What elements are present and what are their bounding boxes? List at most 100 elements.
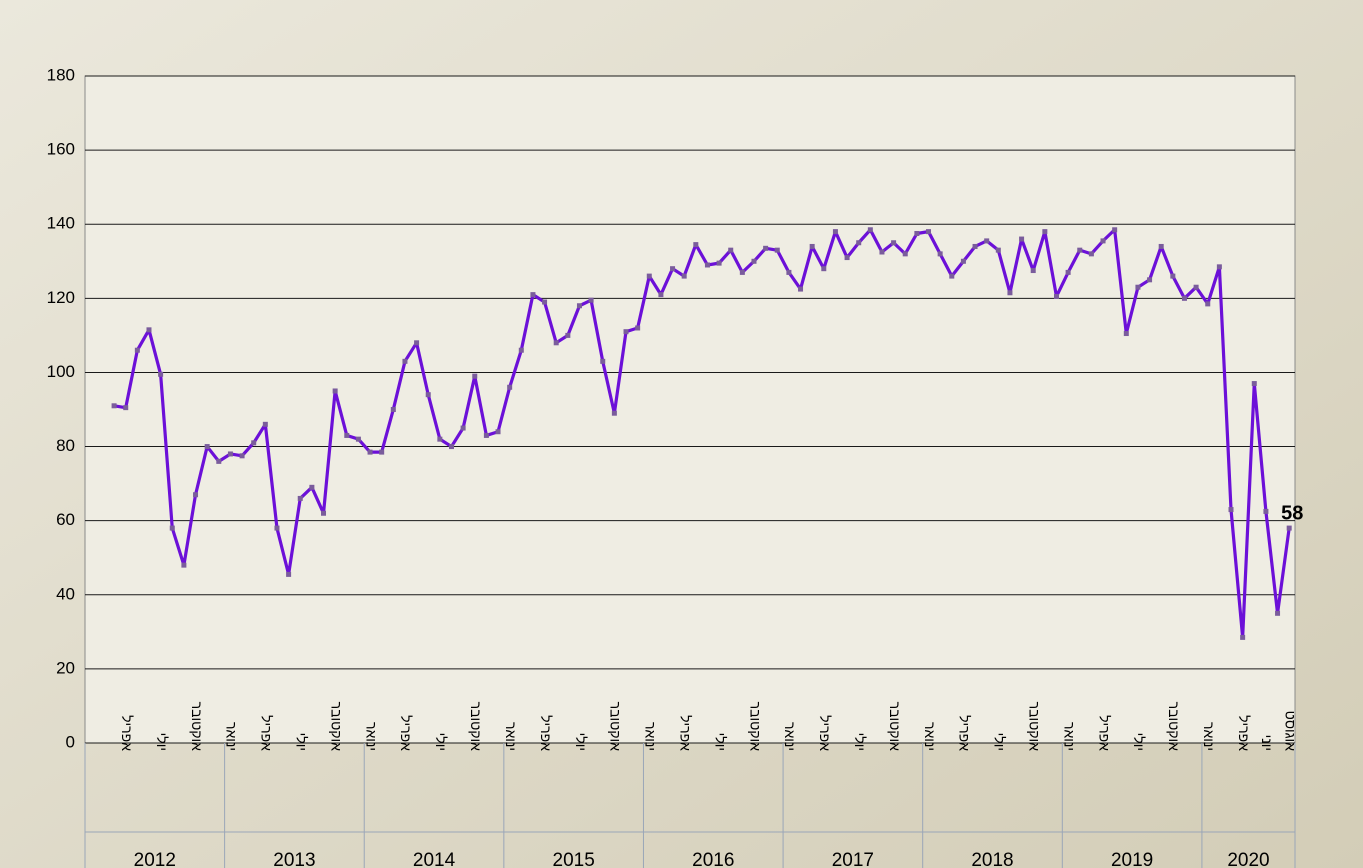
point-marker — [309, 484, 315, 490]
point-marker — [867, 227, 873, 233]
year-label: 2013 — [273, 850, 315, 868]
point-marker — [472, 373, 478, 379]
point-marker — [227, 451, 233, 457]
x-tick-label: אוקטובר — [189, 702, 205, 752]
point-marker — [1275, 610, 1281, 616]
plot-area — [84, 75, 1296, 744]
point-marker — [111, 403, 117, 409]
year-label: 2016 — [692, 850, 734, 868]
x-tick-label: ינואר — [922, 722, 938, 751]
point-marker — [390, 407, 396, 412]
point-marker — [902, 251, 908, 257]
x-tick-label: אפריל — [259, 715, 275, 751]
point-marker — [1030, 268, 1036, 274]
x-tick-label: אוקטובר — [328, 702, 344, 752]
point-marker — [495, 429, 501, 435]
x-tick-label: ינואר — [1201, 722, 1217, 751]
point-marker — [1147, 277, 1153, 283]
y-tick-label: 80 — [56, 436, 75, 455]
point-marker — [1042, 229, 1048, 235]
point-marker — [367, 449, 373, 455]
point-marker — [204, 444, 210, 450]
point-marker — [670, 266, 676, 272]
x-tick-label: יולי — [573, 733, 589, 751]
point-marker — [995, 247, 1001, 253]
point-marker — [1170, 273, 1176, 279]
point-marker — [879, 249, 885, 255]
point-marker — [739, 269, 745, 275]
x-tick-label: אפריל — [398, 715, 414, 751]
y-tick-label: 60 — [56, 510, 75, 529]
x-tick-label: יולי — [712, 733, 728, 751]
point-marker — [437, 436, 443, 442]
point-marker — [1135, 284, 1141, 290]
year-label: 2012 — [134, 850, 176, 868]
point-marker — [460, 425, 466, 431]
point-marker — [856, 240, 862, 246]
point-marker — [751, 258, 757, 264]
x-tick-label: אפריל — [957, 715, 973, 751]
point-marker — [1158, 243, 1164, 249]
point-marker — [832, 229, 838, 235]
point-marker — [251, 440, 257, 446]
point-marker — [1216, 264, 1222, 270]
point-marker — [379, 449, 385, 455]
point-marker — [821, 266, 827, 272]
year-label: 2014 — [413, 850, 456, 868]
point-marker — [798, 286, 804, 292]
y-tick-label: 120 — [47, 288, 75, 307]
y-tick-label: 0 — [66, 732, 75, 751]
point-marker — [169, 525, 175, 531]
point-marker — [716, 260, 722, 266]
x-tick-label: אוקטובר — [1027, 702, 1043, 752]
year-label: 2015 — [553, 850, 595, 868]
point-marker — [262, 421, 268, 427]
point-marker — [844, 255, 850, 261]
x-tick-label: אפריל — [677, 715, 693, 751]
x-tick-label: יולי — [433, 733, 449, 751]
point-marker — [635, 325, 641, 331]
point-marker — [704, 262, 710, 268]
x-tick-label: ינואר — [363, 722, 379, 751]
point-marker — [146, 327, 152, 333]
point-marker — [1065, 269, 1071, 275]
point-marker — [355, 436, 361, 442]
point-marker — [1205, 301, 1211, 307]
x-tick-label: אוגוסט — [1282, 711, 1298, 752]
point-marker — [984, 238, 990, 244]
year-label: 2017 — [832, 850, 874, 868]
point-marker — [507, 384, 513, 390]
x-tick-label: אפריל — [817, 715, 833, 751]
point-marker — [425, 392, 431, 398]
point-marker — [611, 410, 617, 416]
point-marker — [1112, 227, 1118, 233]
x-tick-label: ינואר — [224, 722, 240, 751]
y-tick-label: 160 — [47, 140, 75, 159]
point-marker — [402, 358, 408, 364]
point-marker — [1077, 247, 1083, 253]
point-marker — [553, 340, 559, 346]
point-marker — [530, 292, 536, 298]
point-marker — [623, 329, 629, 335]
point-marker — [193, 492, 199, 498]
point-marker — [949, 273, 955, 279]
year-label: 2018 — [971, 850, 1013, 868]
x-tick-label: ינואר — [503, 722, 519, 751]
point-marker — [1053, 293, 1059, 299]
point-marker — [1228, 507, 1234, 513]
point-marker — [774, 247, 780, 253]
y-tick-label: 100 — [47, 362, 75, 381]
point-marker — [576, 303, 582, 309]
point-marker — [960, 258, 966, 264]
x-tick-label: יולי — [992, 733, 1008, 751]
point-marker — [332, 388, 338, 394]
point-marker — [1007, 290, 1013, 296]
point-marker — [542, 299, 548, 305]
point-marker — [914, 230, 920, 236]
point-marker — [1088, 251, 1094, 257]
x-tick-label: ינואר — [643, 722, 659, 751]
point-marker — [1286, 525, 1292, 531]
year-label: 2019 — [1111, 850, 1153, 868]
